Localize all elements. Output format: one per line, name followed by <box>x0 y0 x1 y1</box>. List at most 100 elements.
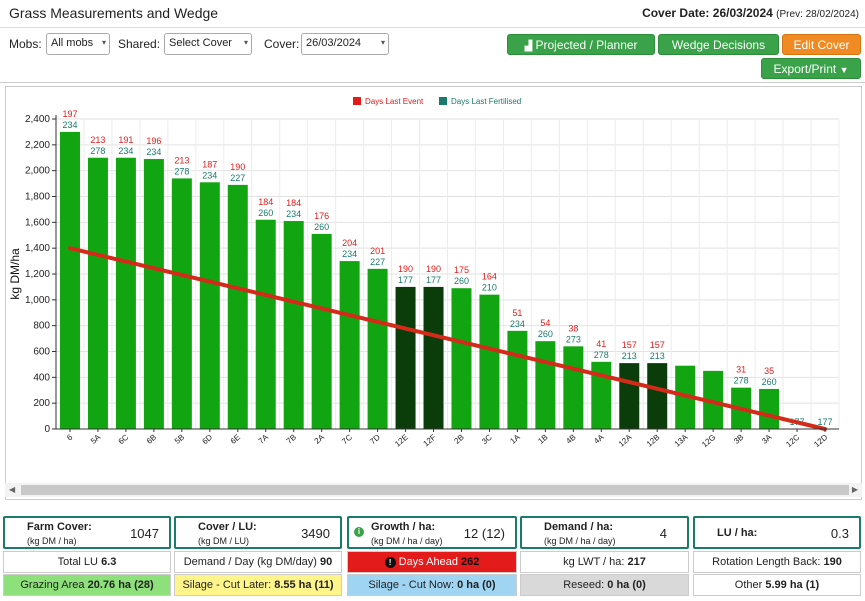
days-last-event-label: 187 <box>202 159 217 169</box>
days-last-event-label: 35 <box>764 366 774 376</box>
cover-lu-sub: (kg DM / LU) <box>198 536 250 546</box>
bar <box>367 268 388 429</box>
demand-value: 4 <box>659 526 667 541</box>
days-last-fertilised-label: 260 <box>314 222 329 232</box>
days-last-event-label: 164 <box>482 272 497 282</box>
days-last-event-label: 38 <box>568 323 578 333</box>
bar <box>283 221 304 429</box>
days-last-event-label: 204 <box>342 238 357 248</box>
days-ahead-cell: ! Days Ahead 262 <box>347 551 517 573</box>
days-last-event-label: 197 <box>62 109 77 119</box>
bar <box>255 219 276 429</box>
cover-lu-title: Cover / LU: <box>198 521 257 533</box>
projected-planner-button[interactable]: ▟ Projected / Planner <box>507 34 655 55</box>
bar <box>535 341 556 429</box>
wedge-decisions-button[interactable]: Wedge Decisions <box>658 34 779 55</box>
y-tick-label: 2,400 <box>25 114 50 125</box>
edit-cover-button[interactable]: Edit Cover <box>782 34 861 55</box>
bar <box>171 178 192 429</box>
bar <box>619 363 640 429</box>
growth-sub: (kg DM / ha / day) <box>371 536 443 546</box>
info-icon[interactable]: i <box>354 527 364 537</box>
days-last-fertilised-label: 278 <box>174 166 189 176</box>
mobs-select[interactable]: All mobs <box>46 33 110 55</box>
days-last-event-label: 190 <box>426 264 441 274</box>
days-last-event-label: 196 <box>146 136 161 146</box>
x-tick-label: 2B <box>452 433 465 446</box>
days-last-event-label: 157 <box>622 340 637 350</box>
days-last-event-label: 213 <box>174 155 189 165</box>
x-tick-label: 12B <box>645 433 662 449</box>
rotation-value: 190 <box>823 556 842 568</box>
prev-date: (Prev: 28/02/2024) <box>776 9 859 20</box>
days-last-fertilised-label: 260 <box>538 329 553 339</box>
days-last-fertilised-label: 260 <box>454 276 469 286</box>
scroll-right-icon[interactable]: ▶ <box>851 485 858 494</box>
days-last-fertilised-label: 177 <box>426 275 441 285</box>
legend-swatch <box>353 97 361 105</box>
x-tick-label: 2A <box>313 432 327 446</box>
days-last-fertilised-label: 260 <box>762 377 777 387</box>
shared-label: Shared: <box>118 37 161 51</box>
days-last-fertilised-label: 278 <box>734 376 749 386</box>
shared-select[interactable]: Select Cover <box>164 33 252 55</box>
wedge-line <box>67 246 828 431</box>
x-tick-label: 12C <box>784 433 801 449</box>
y-tick-label: 200 <box>33 398 50 409</box>
days-last-event-label: 213 <box>90 135 105 145</box>
x-tick-label: 6D <box>200 432 214 446</box>
x-tick-label: 4A <box>592 432 606 446</box>
y-tick-label: 2,200 <box>25 140 50 151</box>
days-last-fertilised-label: 234 <box>118 146 133 156</box>
bar <box>339 261 360 429</box>
x-tick-label: 4B <box>564 433 577 446</box>
farm-cover-sub: (kg DM / ha) <box>27 536 77 546</box>
other-cell[interactable]: Other 5.99 ha (1) <box>693 574 861 596</box>
y-tick-label: 2,000 <box>25 166 50 177</box>
bar <box>451 288 472 429</box>
x-tick-label: 13A <box>673 432 690 448</box>
export-print-button[interactable]: Export/Print ▼ <box>761 58 861 79</box>
bar <box>507 330 528 429</box>
days-last-event-label: 157 <box>650 340 665 350</box>
kg-lwt-label: kg LWT / ha: <box>563 556 625 568</box>
bar <box>647 363 668 429</box>
x-tick-label: 12F <box>421 433 437 449</box>
kg-lwt-cell: kg LWT / ha: 217 <box>520 551 689 573</box>
top-bar: Grass Measurements and Wedge Cover Date:… <box>0 0 865 28</box>
silage-now-label: Silage - Cut Now: <box>368 579 454 591</box>
cover-select[interactable]: 26/03/2024 <box>301 33 389 55</box>
y-tick-label: 1,000 <box>25 295 50 306</box>
projected-planner-label: Projected / Planner <box>535 38 638 52</box>
days-last-event-label: 190 <box>230 162 245 172</box>
bar <box>563 346 584 429</box>
cover-date-label: Cover Date: <box>642 6 710 20</box>
x-tick-label: 3A <box>760 432 774 446</box>
silage-now-cell[interactable]: Silage - Cut Now: 0 ha (0) <box>347 574 517 596</box>
days-last-fertilised-label: 234 <box>510 319 525 329</box>
days-last-event-label: 31 <box>736 365 746 375</box>
warning-icon: ! <box>384 557 396 568</box>
target-wedge-line <box>67 246 828 431</box>
scroll-left-icon[interactable]: ◀ <box>9 485 16 494</box>
wedge-chart: Days Last Event Days Last Fertilised 2341… <box>8 97 840 449</box>
toolbar: Mobs: All mobs Shared: Select Cover Cove… <box>0 28 865 83</box>
cover-date-value: 26/03/2024 <box>712 6 773 20</box>
days-ahead-label: Days Ahead <box>398 556 458 568</box>
days-last-event-label: 51 <box>512 308 522 318</box>
scroll-thumb[interactable] <box>21 485 849 495</box>
days-last-fertilised-label: 177 <box>398 275 413 285</box>
bar <box>227 184 248 429</box>
days-last-fertilised-label: 234 <box>62 120 77 130</box>
other-value: 5.99 ha (1) <box>765 579 820 591</box>
chart-data-labels: 2341972782132341912341962782132341872271… <box>62 109 832 427</box>
reseed-cell[interactable]: Reseed: 0 ha (0) <box>520 574 689 596</box>
grazing-area-cell[interactable]: Grazing Area 20.76 ha (28) <box>3 574 171 596</box>
x-tick-label: 7A <box>257 432 271 446</box>
chart-scrollbar[interactable]: ◀ ▶ <box>5 483 862 497</box>
legend-label: Days Last Event <box>365 97 424 106</box>
silage-later-cell[interactable]: Silage - Cut Later: 8.55 ha (11) <box>174 574 342 596</box>
days-last-event-label: 54 <box>540 318 550 328</box>
wedge-chart-panel: Days Last Event Days Last Fertilised 234 1… <box>5 86 862 500</box>
caret-down-icon: ▼ <box>839 65 849 75</box>
